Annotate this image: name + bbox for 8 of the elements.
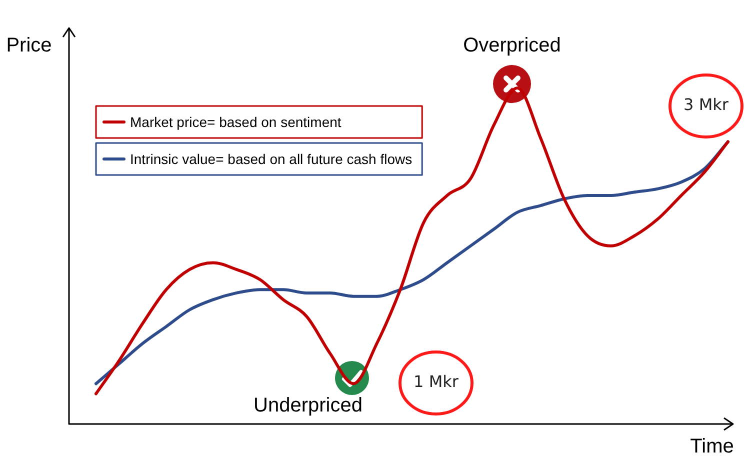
annotation: 1 Mkr bbox=[414, 372, 459, 392]
y-axis-title: Price bbox=[6, 34, 52, 57]
annotation: 3 Mkr bbox=[684, 95, 729, 114]
text: Overpriced bbox=[463, 34, 561, 57]
legend-label: Market price= based on sentiment bbox=[130, 114, 342, 130]
x-axis-title: Time bbox=[690, 436, 734, 457]
legend-label: Intrinsic value= based on all future cash flows bbox=[130, 150, 412, 167]
annotation: Underpriced bbox=[254, 394, 362, 417]
